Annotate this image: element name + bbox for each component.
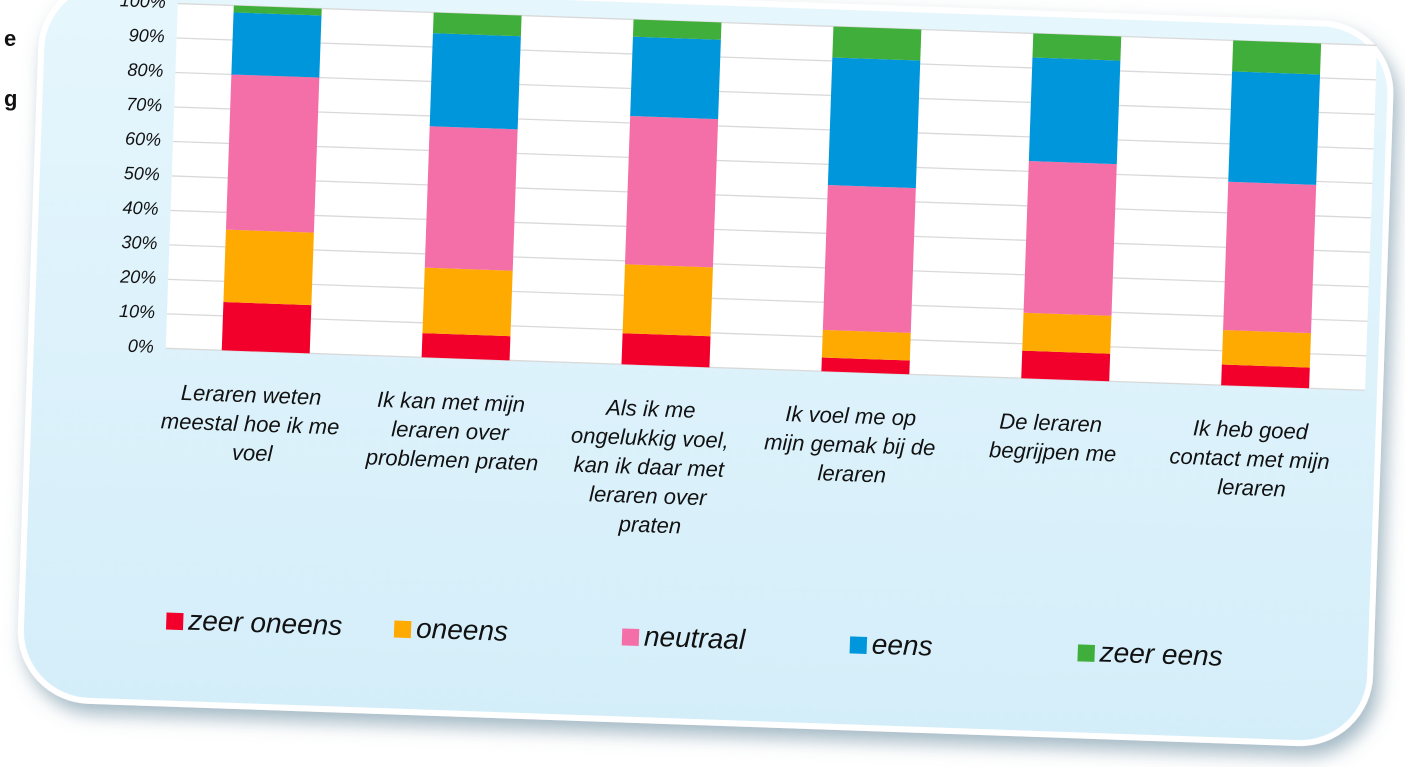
grid-line (172, 140, 1373, 184)
grid-line (171, 175, 1372, 219)
bar-segment (429, 33, 521, 130)
bar-segment (1223, 181, 1317, 334)
y-tick-label: 0% (127, 336, 154, 357)
legend-swatch (849, 636, 868, 654)
bar-segment (832, 26, 922, 61)
grid-line (174, 106, 1374, 150)
grid-line (165, 347, 1366, 391)
bar-segment (1032, 33, 1122, 61)
bar-segment (221, 302, 312, 354)
bar-segment (622, 264, 713, 337)
legend-label: oneens (416, 613, 509, 647)
bar-segment (827, 57, 921, 189)
bar-segment (421, 333, 511, 361)
legend-label: eens (871, 629, 933, 662)
x-tick-label: Ik voel me op mijn gemak bij de leraren (763, 400, 943, 489)
bar-segment (1028, 57, 1121, 165)
x-tick-label: Ik kan met mijn leraren over problemen p… (364, 386, 540, 475)
grid-line (170, 209, 1370, 253)
grid-line (169, 244, 1369, 288)
bar-segment (223, 229, 314, 306)
y-tick-label: 80% (127, 60, 164, 81)
x-tick-label: Als ik me ongelukkig voel, kan ik daar m… (568, 393, 737, 540)
bar-segment (225, 74, 320, 233)
legend-label: zeer oneens (187, 605, 343, 641)
x-tick-label: De leraren begrijpen me (989, 408, 1118, 466)
chart: 0%10%20%30%40%50%60%70%80%90%100%Leraren… (17, 0, 1394, 747)
cut-off-text: g (4, 86, 17, 111)
bar-segment (422, 267, 513, 337)
bar-segment (632, 19, 722, 40)
bar-segment (1023, 160, 1117, 316)
bar-segment (621, 333, 711, 368)
legend-swatch (621, 628, 640, 647)
bar-segment (432, 12, 522, 37)
y-tick-label: 90% (128, 25, 165, 46)
bar-segment (630, 36, 721, 120)
bar-segment (233, 5, 322, 16)
y-tick-label: 20% (119, 266, 157, 287)
y-tick-label: 60% (125, 129, 162, 150)
bar-segment (1228, 71, 1321, 185)
y-tick-label: 100% (120, 0, 167, 12)
bar-segment (821, 357, 910, 375)
x-tick-label: Ik heb goed contact met mijn leraren (1168, 414, 1337, 503)
grid-line (166, 313, 1367, 357)
legend-swatch (393, 620, 412, 639)
bar-segment (231, 12, 322, 78)
legend-swatch (1077, 644, 1095, 662)
grid-line (176, 37, 1376, 81)
y-tick-label: 10% (119, 301, 156, 322)
bar-segment (1221, 364, 1310, 389)
y-tick-label: 70% (126, 94, 163, 115)
bar-segment (624, 116, 719, 268)
bar-segment (1021, 350, 1111, 382)
legend-label: neutraal (643, 621, 746, 656)
cut-off-text: e (4, 26, 16, 51)
legend-swatch (165, 612, 184, 631)
grid-line (175, 71, 1375, 116)
bar-segment (822, 185, 916, 333)
bar-segment (1221, 330, 1312, 368)
y-tick-label: 30% (121, 232, 158, 253)
legend-label: zeer eens (1098, 636, 1223, 671)
grid-line (177, 2, 1378, 47)
bar-segment (1232, 40, 1322, 75)
bar-segment (821, 329, 911, 361)
grid-line (168, 278, 1368, 322)
bar-segment (424, 126, 518, 271)
bar-segment (1022, 312, 1112, 354)
y-tick-label: 50% (123, 163, 160, 184)
y-tick-label: 40% (122, 198, 159, 219)
